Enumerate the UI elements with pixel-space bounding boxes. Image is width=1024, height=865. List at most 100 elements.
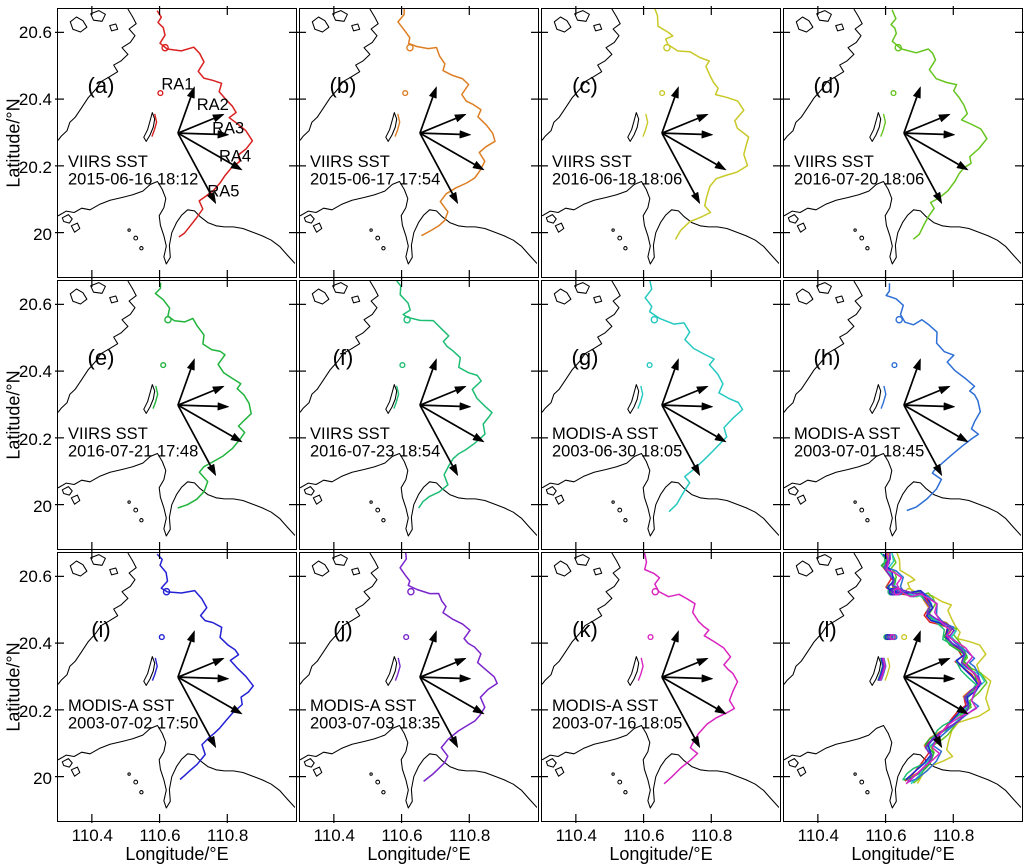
coastline-estuary-islet [303, 214, 315, 224]
arrow-shaft [903, 404, 944, 408]
x-tick-label: 110.4 [71, 826, 113, 845]
coastline-south [542, 724, 779, 809]
coastline-island [816, 554, 832, 566]
coastline-island [351, 23, 361, 32]
coastline-islet [375, 507, 381, 513]
arrow-head [938, 657, 951, 667]
x-tick-label: 110.6 [623, 826, 665, 845]
arrow-head [670, 357, 679, 371]
arrow-head [696, 113, 709, 123]
coastline-estuary-islet [312, 766, 323, 777]
coastline-islet [133, 235, 139, 241]
arrow-shaft [419, 389, 457, 406]
sst-front-fragment [890, 90, 897, 97]
coastline-estuary-islet [787, 486, 799, 496]
coastline-south [58, 180, 295, 265]
sst-front-fragment [877, 657, 884, 681]
ra-label: RA1 [161, 76, 193, 94]
observation-datetime: 2016-07-20 18:06 [794, 171, 924, 189]
observation-datetime: 2003-06-30 18:05 [552, 443, 682, 461]
coastline-islet [859, 507, 865, 513]
coastline-south [58, 452, 295, 537]
coastline-island [69, 560, 88, 577]
radial-arrows [419, 357, 485, 477]
arrow-head [206, 463, 217, 477]
coastline-islet [381, 790, 386, 795]
sst-front-fragment [894, 43, 903, 52]
coastline-south [784, 180, 1021, 265]
coastline-south [784, 724, 1021, 809]
sst-front-contour [397, 9, 496, 237]
coastline-mainland [542, 553, 621, 685]
front-layer [642, 9, 750, 240]
coastline-islet [865, 518, 870, 523]
arrow-shaft [419, 404, 476, 438]
arrow-shaft [177, 404, 234, 438]
panel-letter: (b) [330, 73, 357, 98]
tick-marks [55, 6, 298, 279]
sst-front-contour [154, 282, 252, 509]
coastline-islet [617, 779, 623, 785]
coastline-island [795, 560, 814, 577]
observation-datetime: 2003-07-01 18:45 [794, 443, 924, 461]
coastline-south [58, 724, 295, 809]
arrow-head [714, 704, 727, 715]
coastline-mainland [784, 9, 863, 141]
arrow-head [690, 735, 701, 749]
coastline-mainland [542, 281, 621, 413]
arrow-head [690, 463, 701, 477]
arrow-head [472, 432, 485, 443]
sst-front-fragment [157, 90, 164, 97]
arrow-head [912, 357, 921, 371]
x-tick-label: 110.6 [139, 826, 181, 845]
sst-front-fragment [893, 587, 902, 596]
sst-front-fragment [394, 657, 401, 681]
sensor-name: MODIS-A SST [552, 425, 658, 443]
coastline-estuary-islet [545, 758, 557, 768]
arrow-shaft [419, 368, 434, 406]
front-layer [880, 9, 988, 240]
arrow-head [956, 432, 969, 443]
coastline-estuary-islet [70, 222, 81, 233]
sst-front-fragment [402, 90, 409, 97]
arrow-shaft [177, 117, 215, 134]
axis-corner [0, 824, 55, 865]
panel-letter: (a) [88, 73, 115, 98]
front-layer [394, 9, 496, 237]
front-layer [151, 553, 255, 781]
front-layer [637, 281, 744, 513]
coastline-islet [859, 235, 865, 241]
arrow-shaft [661, 132, 718, 166]
arrow-shaft [177, 132, 218, 136]
coastline-estuary-islet [554, 494, 565, 505]
coastline-island [816, 282, 832, 294]
arrow-shaft [903, 676, 960, 710]
arrow-shaft [903, 132, 944, 136]
sst-front-fragment [642, 113, 649, 137]
front-layer [152, 282, 252, 509]
tick-marks [539, 278, 782, 551]
arrow-shaft [177, 132, 234, 166]
arrow-shaft [661, 676, 718, 710]
sst-front-fragment [164, 315, 172, 324]
sst-front-fragment [158, 634, 165, 641]
coastline-estuary-islet [796, 766, 807, 777]
coastline-island [869, 656, 882, 686]
coastline-layer [58, 9, 295, 265]
tick-marks [297, 278, 540, 551]
arrow-shaft [661, 404, 702, 408]
coastline-island [553, 560, 572, 577]
panel-g: (g) MODIS-A SST 2003-06-30 18:05 [539, 278, 782, 551]
ra-label: RA4 [219, 148, 251, 166]
sst-front-fragment [151, 113, 158, 137]
y-tick-label: 20.2 [18, 429, 52, 449]
arrow-head [943, 130, 956, 139]
tick-marks [539, 550, 782, 823]
coastline-islet [139, 246, 144, 251]
sst-front-contour [395, 281, 493, 509]
radial-arrows [903, 357, 969, 477]
